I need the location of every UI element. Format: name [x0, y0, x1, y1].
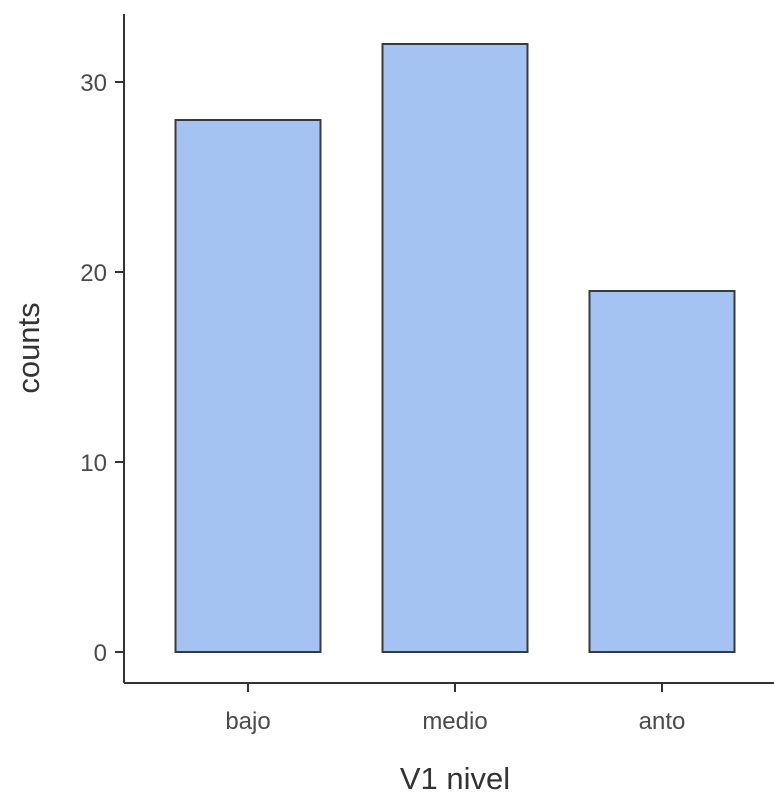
bar-anto: [588, 290, 736, 653]
y-axis-title: counts: [11, 302, 46, 393]
y-tick-label: 10: [80, 450, 107, 477]
x-ticks-group: bajo medio anto: [225, 683, 685, 735]
y-ticks-group: 0 10 20 30: [80, 70, 124, 667]
x-tick-label: anto: [639, 708, 686, 735]
axes-group: [123, 14, 774, 684]
bar-medio: [381, 43, 529, 653]
x-tick-label: bajo: [225, 708, 270, 735]
bars-group: [174, 43, 736, 653]
x-axis-title: V1 nivel: [400, 761, 510, 796]
y-tick-label: 30: [80, 70, 107, 97]
bar-bajo: [174, 119, 322, 653]
x-tick-label: medio: [422, 708, 487, 735]
y-tick-label: 0: [94, 640, 107, 667]
y-tick-label: 20: [80, 260, 107, 287]
